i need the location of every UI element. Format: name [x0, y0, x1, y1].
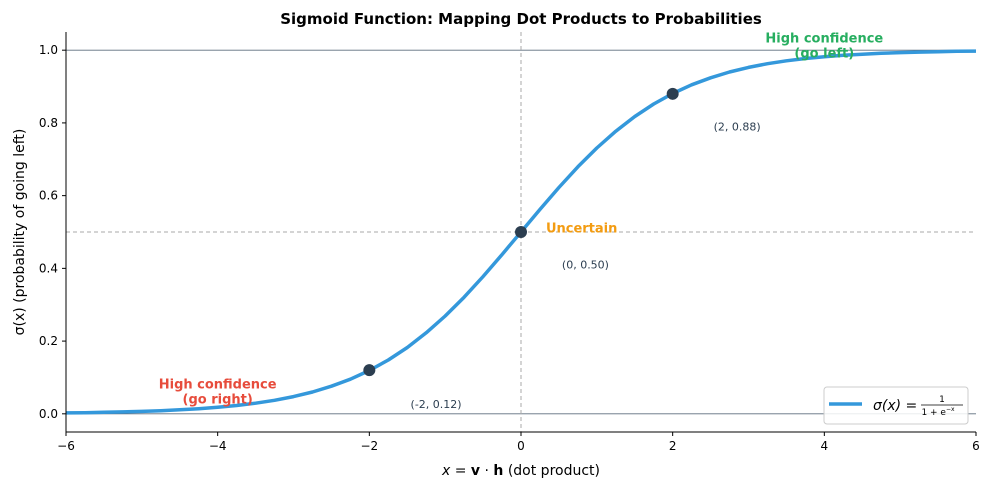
point-label: (0, 0.50): [562, 259, 609, 272]
annotation-text: (go left): [794, 46, 854, 61]
point-label: (-2, 0.12): [411, 398, 462, 411]
highlight-point: [666, 87, 679, 100]
x-axis-label: x = v · h (dot product): [441, 463, 600, 479]
x-tick-label: 0: [517, 439, 525, 453]
y-tick-label: 0.8: [39, 116, 58, 130]
svg-text:1: 1: [939, 395, 945, 405]
legend-label: σ(x) =: [873, 398, 917, 414]
annotation-text: High confidence: [159, 378, 277, 393]
annotation-text: High confidence: [765, 31, 883, 46]
annotation-text: (go right): [183, 393, 253, 408]
highlight-point: [363, 364, 376, 377]
x-tick-label: 4: [821, 439, 829, 453]
y-tick-label: 1.0: [39, 43, 58, 57]
legend: σ(x) = 1 1 + e−x: [823, 386, 969, 425]
annotation-text: Uncertain: [546, 221, 617, 236]
svg-text:1 + e−x: 1 + e−x: [921, 406, 955, 418]
highlight-point: [515, 226, 527, 238]
x-tick-label: 2: [669, 439, 677, 453]
y-tick-label: 0.4: [39, 261, 58, 275]
point-label: (2, 0.88): [714, 121, 761, 134]
x-tick-label: 6: [972, 439, 980, 453]
x-tick-label: −4: [209, 439, 227, 453]
y-tick-label: 0.6: [39, 189, 58, 203]
y-tick-label: 0.2: [39, 334, 58, 348]
y-tick-label: 0.0: [39, 407, 58, 421]
y-axis-label: σ(x) (probability of going left): [12, 129, 28, 336]
chart-title: Sigmoid Function: Mapping Dot Products t…: [280, 10, 762, 28]
x-tick-label: −6: [57, 439, 75, 453]
x-tick-label: −2: [360, 439, 378, 453]
